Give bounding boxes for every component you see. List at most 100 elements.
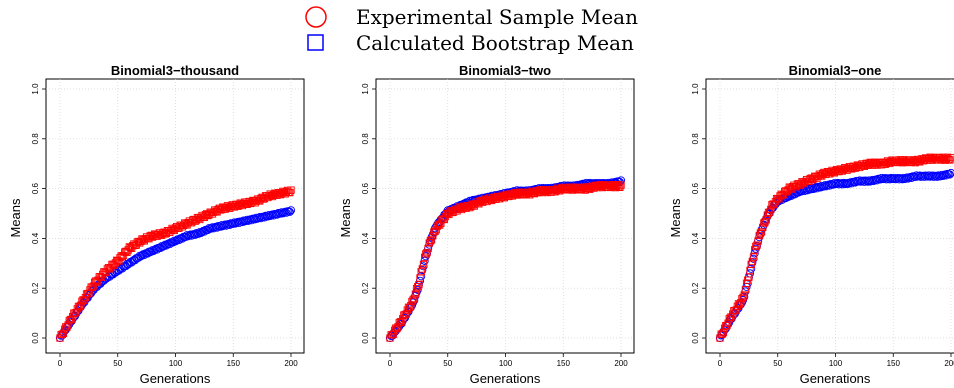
bootstrap-mean-point (170, 236, 179, 245)
experimental-mean-point (748, 257, 756, 266)
bootstrap-mean-point (282, 208, 291, 217)
legend-label-bootstrap: Calculated Bootstrap Mean (356, 31, 634, 55)
x-tick-label: 150 (227, 359, 241, 368)
experimental-mean-point (615, 183, 623, 191)
experimental-mean-point (738, 295, 746, 303)
bootstrap-mean-point (207, 224, 216, 233)
bootstrap-mean-point (286, 206, 296, 215)
y-tick-label: 1.0 (361, 83, 370, 95)
x-tick-label: 150 (887, 359, 901, 368)
y-tick-label: 0.6 (31, 182, 40, 194)
x-tick-label: 0 (388, 359, 393, 368)
plot-frame (45, 78, 305, 354)
experimental-mean-point (418, 265, 426, 273)
panel-title: Binomial3−two (459, 63, 551, 78)
panel-binomial3-two: Binomial3−two Generations Means 0 50 100 15… (338, 63, 635, 386)
x-tick-label: 50 (443, 359, 452, 368)
x-tick-label: 50 (113, 359, 122, 368)
y-tick-label: 0.8 (361, 133, 370, 145)
legend-label-experimental: Experimental Sample Mean (356, 5, 638, 29)
x-ticks: 0 50 100 150 200 (58, 353, 298, 368)
y-tick-label: 0.0 (691, 332, 700, 344)
x-ticks: 0 50 100 150 200 (388, 353, 628, 368)
bootstrap-mean-point (276, 209, 285, 218)
experimental-mean-point (424, 244, 432, 253)
experimental-mean-point (616, 183, 624, 192)
x-axis-label: Generations (140, 371, 211, 386)
bootstrap-mean-point (945, 170, 954, 179)
plot-frame (705, 78, 954, 354)
experimental-mean-point (401, 311, 409, 319)
panel-title: Binomial3−thousand (111, 63, 239, 78)
legend-square-marker (307, 34, 324, 51)
experimental-mean-point (740, 291, 748, 299)
bootstrap-mean-point (936, 172, 945, 181)
y-ticks: 0.0 0.2 0.4 0.6 0.8 1.0 (31, 83, 46, 344)
experimental-mean-point (735, 300, 744, 308)
experimental-mean-point (393, 324, 401, 333)
bootstrap-mean-point (807, 185, 816, 194)
bootstrap-mean-point (417, 272, 426, 281)
experimental-mean-point (409, 296, 417, 304)
x-tick-label: 0 (58, 359, 63, 368)
experimental-mean-point (426, 236, 435, 245)
experimental-mean-point (947, 154, 954, 162)
y-ticks: 0.0 0.2 0.4 0.6 0.8 1.0 (361, 83, 376, 344)
experimental-mean-point (286, 188, 294, 197)
y-axis-label: Means (8, 198, 23, 238)
x-tick-label: 100 (169, 359, 183, 368)
plot-frame (375, 78, 635, 354)
x-axis-label: Generations (470, 371, 541, 386)
experimental-mean-point (718, 330, 726, 338)
data-marks (715, 153, 954, 343)
legend-item-experimental: Experimental Sample Mean (305, 5, 638, 29)
experimental-mean-point (752, 242, 760, 251)
x-tick-label: 200 (284, 359, 298, 368)
legend-item-bootstrap: Calculated Bootstrap Mean (307, 31, 634, 55)
experimental-mean-point (287, 186, 295, 194)
bootstrap-mean-point (942, 171, 951, 180)
y-tick-label: 0.4 (31, 232, 40, 244)
x-tick-label: 100 (829, 359, 843, 368)
panel-title: Binomial3−one (789, 63, 882, 78)
bootstrap-mean-point (157, 242, 166, 251)
experimental-mean-point (759, 223, 767, 231)
x-ticks: 0 50 100 150 200 (718, 353, 954, 368)
y-ticks: 0.0 0.2 0.4 0.6 0.8 1.0 (691, 83, 706, 344)
experimental-mean-point (422, 250, 430, 258)
panel-binomial3-one: Binomial3−one Generations Means 0 50 100 15… (668, 63, 954, 386)
experimental-mean-point (749, 253, 758, 261)
y-tick-label: 0.0 (31, 332, 40, 344)
x-axis-label: Generations (800, 371, 871, 386)
experimental-mean-point (762, 216, 770, 224)
grid (706, 79, 954, 353)
y-tick-label: 0.8 (31, 133, 40, 145)
grid (376, 79, 634, 353)
experimental-mean-point (412, 285, 421, 293)
data-marks (55, 186, 296, 343)
experimental-mean-point (414, 282, 422, 291)
y-tick-label: 0.8 (691, 133, 700, 145)
y-tick-label: 0.4 (361, 232, 370, 244)
experimental-mean-point (756, 229, 765, 237)
experimental-mean-point (411, 290, 420, 298)
experimental-mean-point (946, 156, 954, 164)
experimental-mean-point (410, 294, 418, 303)
x-tick-label: 100 (499, 359, 513, 368)
y-tick-label: 0.6 (361, 182, 370, 194)
experimental-mean-point (75, 303, 84, 311)
panel-binomial3-thousand: Binomial3−thousand Generations Means 0 50… (8, 63, 305, 386)
experimental-mean-point (58, 330, 66, 339)
x-tick-label: 200 (944, 359, 954, 368)
bootstrap-mean-point (946, 168, 954, 177)
x-tick-label: 200 (614, 359, 628, 368)
y-tick-label: 0.6 (691, 182, 700, 194)
experimental-mean-point (719, 329, 728, 337)
x-tick-label: 50 (773, 359, 782, 368)
experimental-mean-point (739, 293, 747, 302)
experimental-mean-point (431, 227, 439, 236)
experimental-mean-point (407, 302, 415, 310)
bootstrap-mean-point (747, 264, 756, 273)
y-tick-label: 0.2 (691, 282, 700, 294)
experimental-mean-point (757, 228, 766, 236)
